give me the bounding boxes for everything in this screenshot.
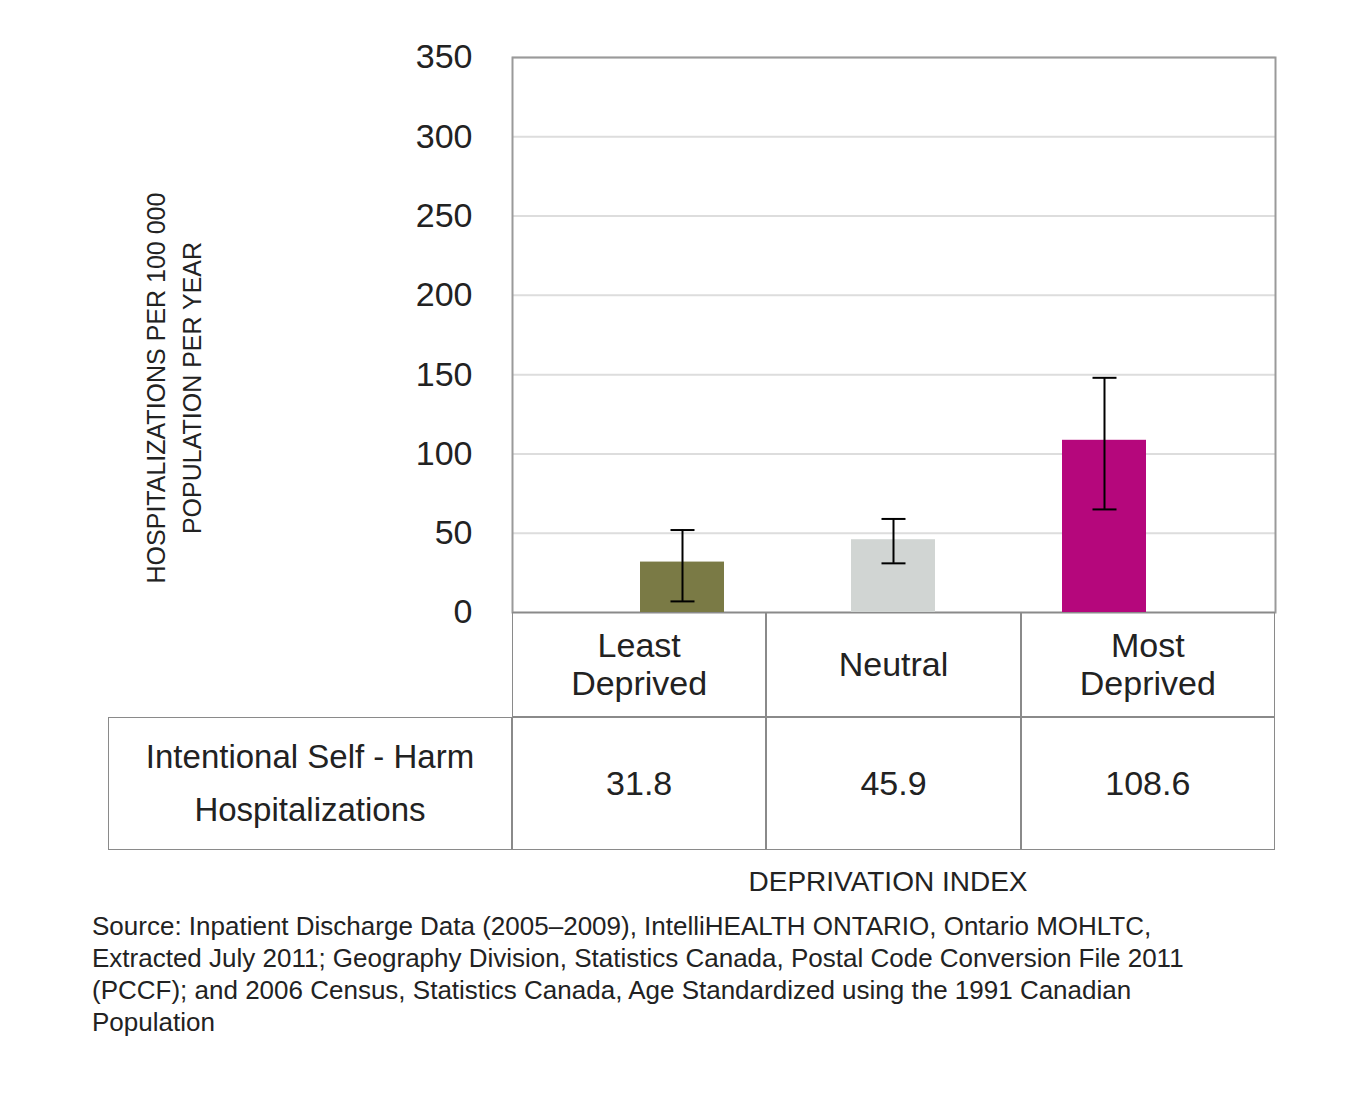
html-text:Most Deprived: Most Deprived bbox=[1079, 626, 1216, 702]
svg-text:300: 300 bbox=[416, 117, 473, 155]
svg-text:150: 150 bbox=[416, 355, 473, 393]
svg-text:350: 350 bbox=[416, 37, 473, 75]
svg-text:200: 200 bbox=[416, 275, 473, 313]
html-text:Neutral: Neutral bbox=[838, 644, 949, 683]
html-text:Source: Inpatient Discharge Da: Source: Inpatient Discharge Data (2005–2… bbox=[92, 911, 1184, 1037]
svg-text:100: 100 bbox=[416, 434, 473, 472]
svg-text:250: 250 bbox=[416, 196, 473, 234]
html-text:31.8: 31.8 bbox=[606, 763, 673, 802]
html-text:HOSPITALIZATIONS PER 100 000 P: HOSPITALIZATIONS PER 100 000 POPULATION … bbox=[142, 192, 206, 584]
html-text:DEPRIVATION INDEX: DEPRIVATION INDEX bbox=[748, 866, 1028, 897]
html-text:108.6: 108.6 bbox=[1105, 763, 1191, 802]
html-text:Least Deprived: Least Deprived bbox=[571, 626, 708, 702]
html-text:45.9: 45.9 bbox=[860, 763, 927, 802]
svg-text:50: 50 bbox=[435, 513, 473, 551]
html-text:Intentional Self - Harm Hospit: Intentional Self - Harm Hospitalizations bbox=[145, 737, 475, 828]
svg-text:0: 0 bbox=[454, 592, 473, 630]
